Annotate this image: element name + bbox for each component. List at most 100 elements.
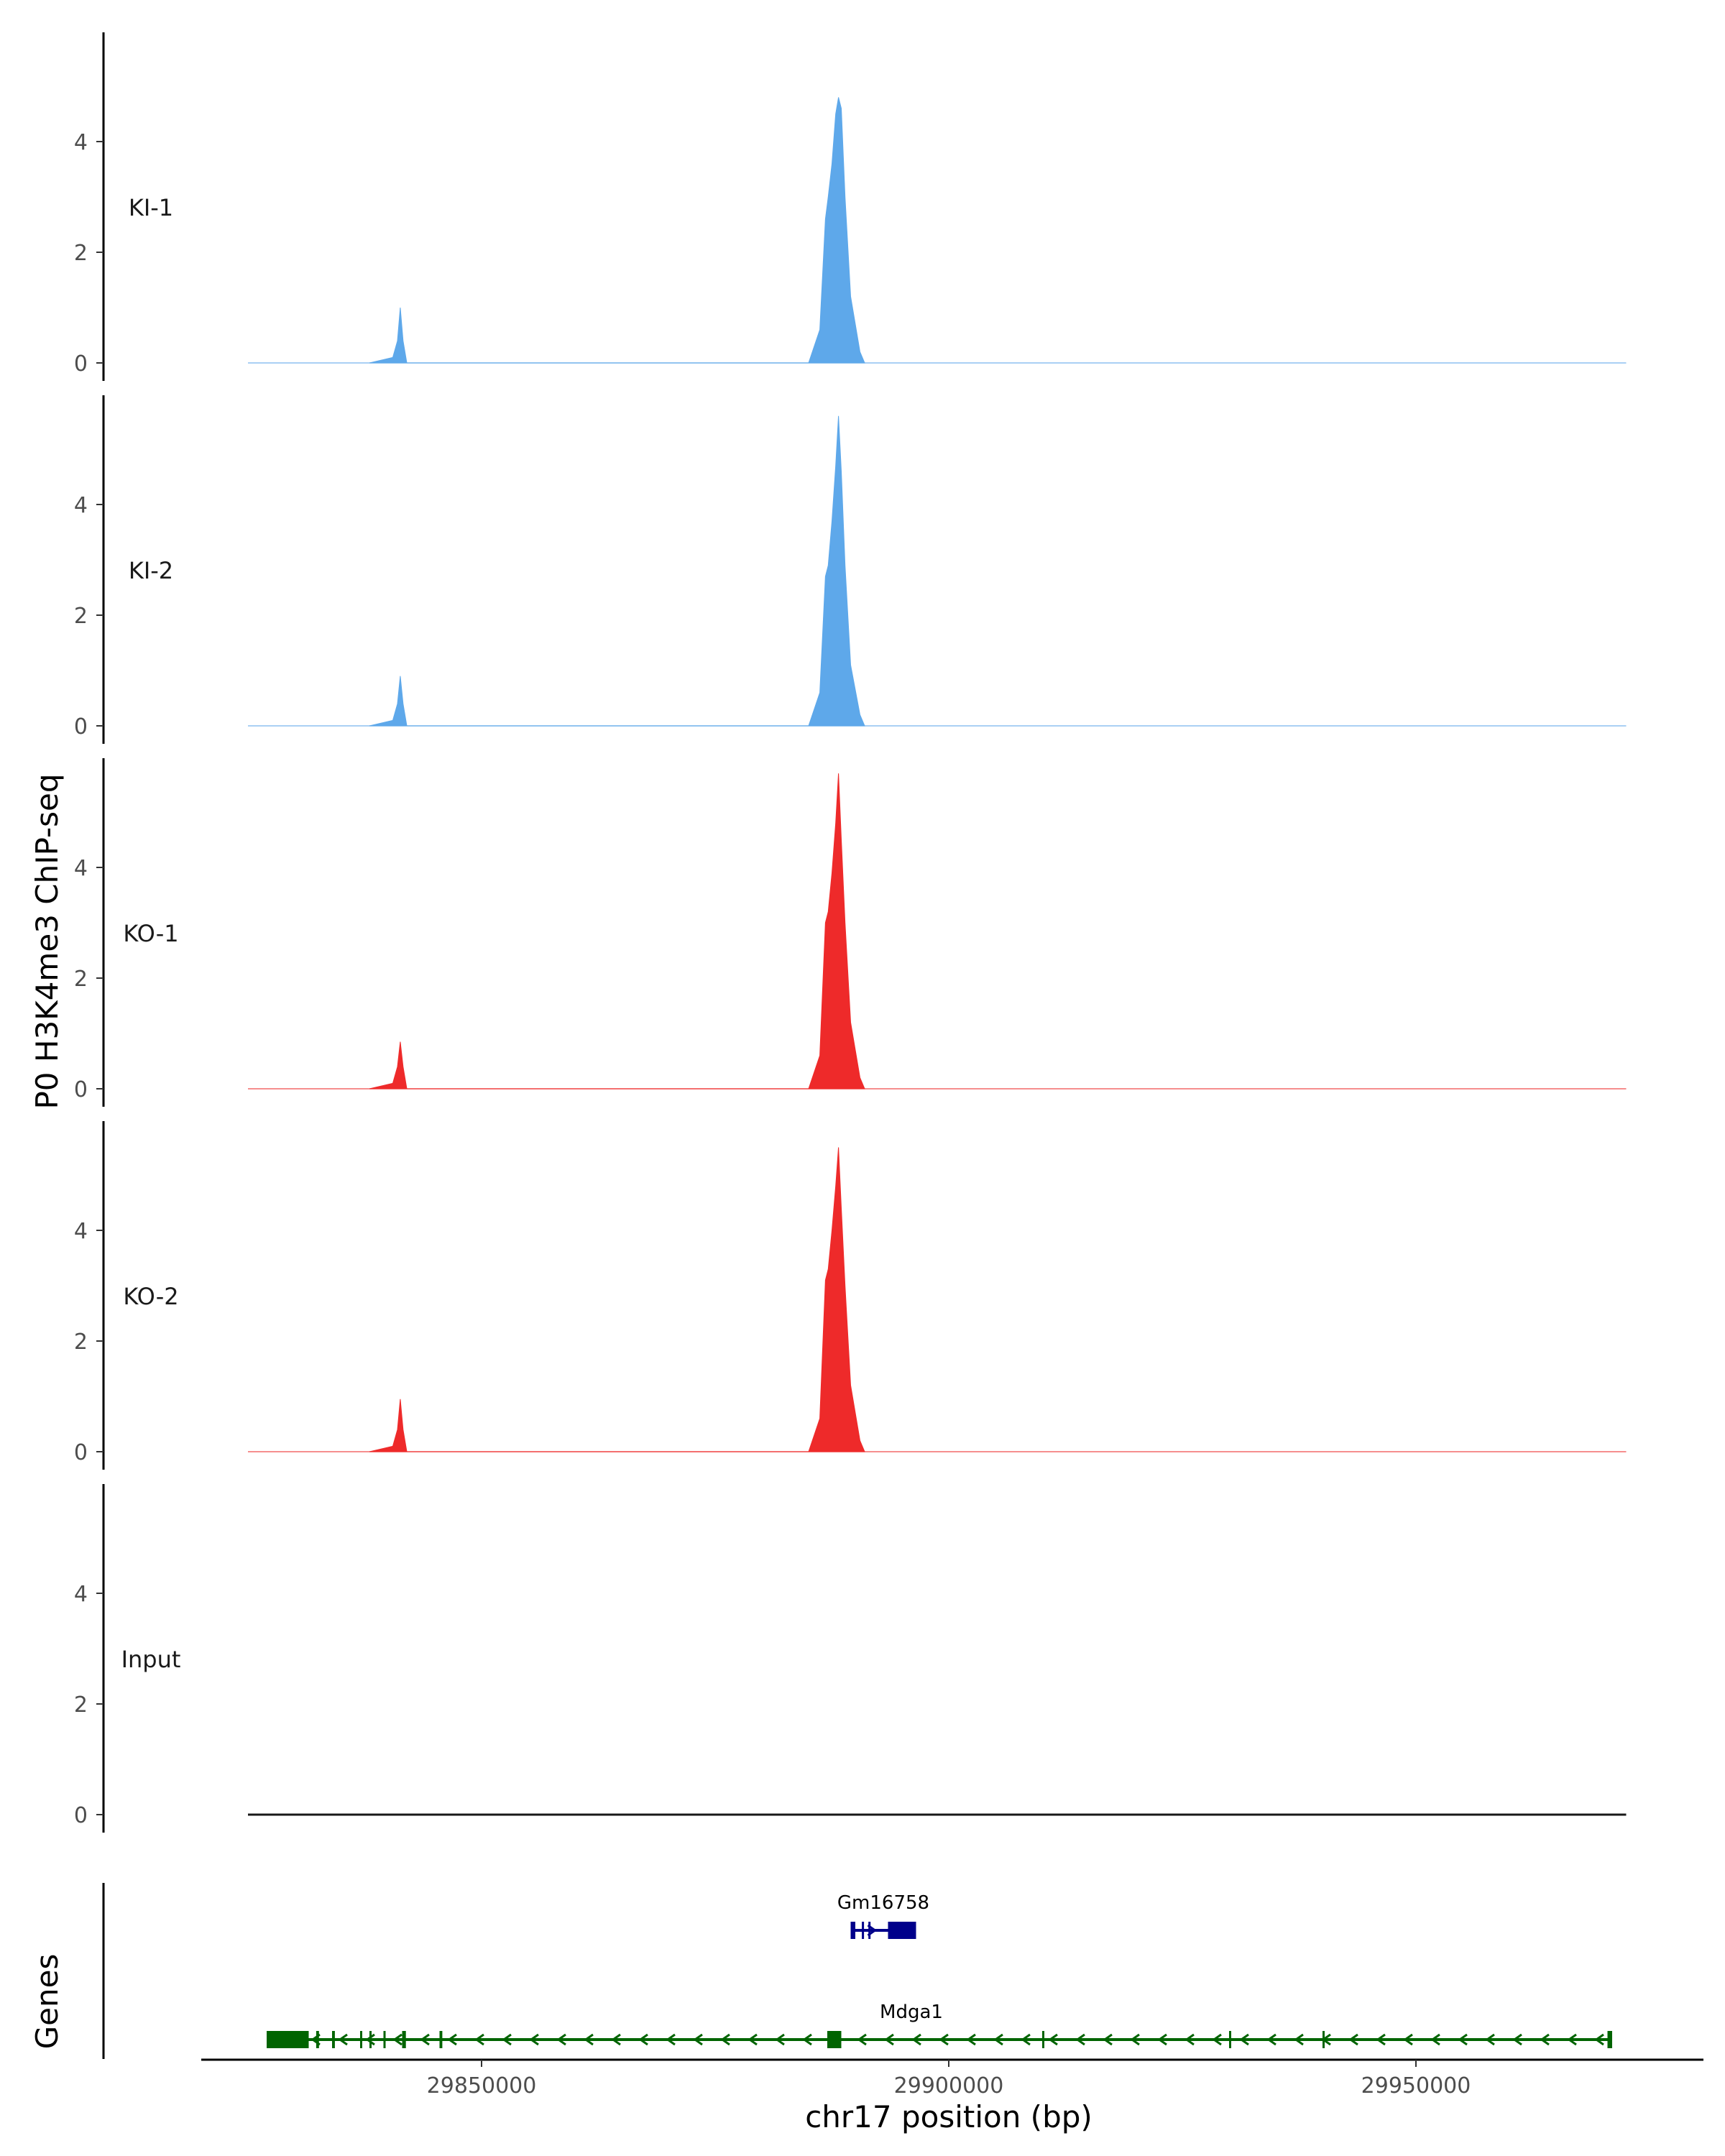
strand-arrow <box>867 1924 878 1937</box>
strand-arrow <box>1239 2033 1249 2046</box>
gene-exon <box>369 2031 372 2048</box>
gene-label: Mdga1 <box>880 2001 943 2023</box>
strand-arrow <box>1403 2033 1413 2046</box>
gene-exon <box>402 2031 406 2048</box>
strand-arrow <box>1048 2033 1058 2046</box>
gene-exon <box>360 2031 362 2048</box>
gene-exon <box>1042 2031 1044 2048</box>
strand-arrow <box>775 2033 785 2046</box>
strand-arrow <box>338 2033 348 2046</box>
strand-arrow <box>966 2033 976 2046</box>
gene-exon <box>827 2031 842 2048</box>
track-ki-1: 0 2 4 KI-1 <box>74 32 1627 381</box>
track-label: Input <box>121 1646 181 1673</box>
strand-arrow <box>310 2033 321 2046</box>
strand-arrow <box>1266 2033 1276 2046</box>
strand-arrow <box>611 2033 621 2046</box>
strand-arrow <box>502 2033 512 2046</box>
strand-arrow <box>1103 2033 1113 2046</box>
y-tick-label: 4 <box>74 493 88 518</box>
y-tick-label: 4 <box>74 1219 88 1244</box>
x-axis: 29850000 29900000 29950000 <box>201 2058 1703 2099</box>
gene-exon <box>1229 2031 1231 2048</box>
x-tick-label: 29950000 <box>1361 2073 1471 2099</box>
strand-arrow <box>1376 2033 1386 2046</box>
y-tick-label: 2 <box>74 1330 88 1355</box>
gene-track: Gm16758 Mdga1 <box>102 1883 1612 2059</box>
gene-exon <box>862 1922 865 1939</box>
strand-arrow <box>365 2033 375 2046</box>
strand-arrow <box>420 2033 430 2046</box>
y-tick-label: 2 <box>74 967 88 992</box>
strand-arrow <box>447 2033 457 2046</box>
x-tick-label: 29850000 <box>427 2073 537 2099</box>
strand-arrow <box>584 2033 594 2046</box>
strand-arrow <box>1184 2033 1195 2046</box>
gene-label: Gm16758 <box>837 1892 929 1914</box>
strand-arrow <box>1021 2033 1031 2046</box>
y-tick-label: 4 <box>74 130 88 155</box>
track-label: KI-2 <box>129 557 173 584</box>
gene-exon <box>439 2031 443 2048</box>
strand-arrow <box>1157 2033 1167 2046</box>
gene-exon <box>888 1922 911 1939</box>
gene-gm16758: Gm16758 <box>837 1892 929 1939</box>
gene-exon <box>383 2031 386 2048</box>
y-tick-label: 2 <box>74 604 88 629</box>
strand-arrow <box>529 2033 539 2046</box>
gene-exon <box>850 1922 855 1939</box>
signal-area <box>369 97 865 364</box>
y-tick-label: 0 <box>74 714 88 740</box>
strand-arrow <box>720 2033 730 2046</box>
strand-arrow <box>392 2033 402 2046</box>
strand-arrow <box>1075 2033 1085 2046</box>
strand-arrow <box>474 2033 484 2046</box>
strand-arrow <box>1567 2033 1577 2046</box>
strand-arrow <box>1430 2033 1440 2046</box>
y-tick-label: 0 <box>74 351 88 377</box>
strand-arrow <box>993 2033 1003 2046</box>
strand-arrow <box>1321 2033 1331 2046</box>
strand-arrow <box>693 2033 703 2046</box>
y-tick-label: 2 <box>74 241 88 266</box>
strand-arrow <box>1512 2033 1522 2046</box>
x-tick-label: 29900000 <box>894 2073 1004 2099</box>
signal-area <box>369 1147 865 1452</box>
strand-arrow <box>1212 2033 1222 2046</box>
y-tick-label: 2 <box>74 1692 88 1718</box>
strand-arrow <box>1540 2033 1550 2046</box>
signal-tracks: 0 2 4 KI-1 0 2 4 KI-2 0 2 4 KO-1 0 2 4 KO-2 0 2 4 Input <box>74 32 1627 1833</box>
strand-arrow <box>802 2033 812 2046</box>
strand-arrow <box>283 2033 293 2046</box>
track-ki-2: 0 2 4 KI-2 <box>74 395 1627 744</box>
x-axis-title: chr17 position (bp) <box>805 2099 1092 2134</box>
strand-arrow <box>829 2033 840 2046</box>
strand-arrow <box>666 2033 676 2046</box>
strand-arrow <box>857 2033 867 2046</box>
y-tick-label: 4 <box>74 856 88 881</box>
track-label: KO-1 <box>123 920 178 947</box>
strand-arrow <box>638 2033 648 2046</box>
y-tick-label: 0 <box>74 1803 88 1828</box>
strand-arrow <box>1458 2033 1468 2046</box>
track-input: 0 2 4 Input <box>74 1484 1627 1833</box>
gene-exon <box>332 2031 335 2048</box>
gene-exon <box>316 2031 319 2048</box>
gene-exon <box>1607 2031 1612 2048</box>
strand-arrow <box>556 2033 566 2046</box>
strand-arrow <box>1594 2033 1604 2046</box>
signal-area <box>369 415 865 727</box>
strand-arrow <box>1130 2033 1140 2046</box>
track-label: KI-1 <box>129 194 173 221</box>
gene-exon <box>267 2031 309 2048</box>
strand-arrow <box>939 2033 949 2046</box>
genes-axis-title: Genes <box>29 1954 65 2050</box>
track-ko-2: 0 2 4 KO-2 <box>74 1121 1627 1470</box>
track-ko-1: 0 2 4 KO-1 <box>74 758 1627 1107</box>
signal-area <box>369 773 865 1089</box>
y-tick-label: 4 <box>74 1582 88 1607</box>
gene-mdga1: Mdga1 <box>267 2001 1612 2048</box>
strand-arrow <box>884 2033 894 2046</box>
strand-arrow <box>748 2033 758 2046</box>
